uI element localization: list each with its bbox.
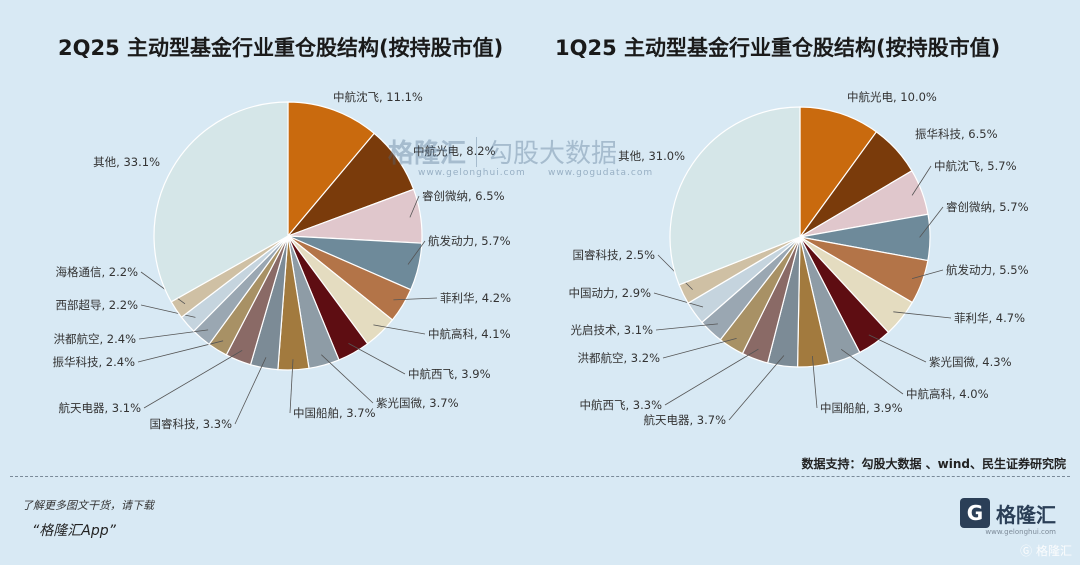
- pie2-slice-15: [669, 106, 801, 286]
- pie1-label-12: 洪都航空, 2.4%: [53, 332, 136, 346]
- watermark-url-gogudata: www.gogudata.com: [548, 168, 654, 178]
- watermark-url-gelonghui: www.gelonghui.com: [418, 168, 526, 178]
- pie1-label-15: 其他, 33.1%: [93, 155, 160, 169]
- pie1-leader-3: [407, 240, 426, 265]
- pie1-label-8: 中国船舶, 3.7%: [293, 406, 376, 420]
- pie2-label-12: 光启技术, 3.1%: [570, 323, 653, 337]
- pie1-label-5: 中航高科, 4.1%: [428, 327, 511, 341]
- pie1-slice-0: [287, 101, 376, 238]
- pie2-slice-0: [799, 106, 878, 239]
- pie1-label-13: 西部超导, 2.2%: [55, 298, 138, 312]
- pie1-leader-4: [393, 297, 438, 301]
- pie2-label-1: 振华科技, 6.5%: [915, 127, 998, 141]
- pie2-leader-5: [893, 311, 952, 319]
- pie1-leader-11: [137, 340, 224, 363]
- chart-title-2q25: 2Q25 主动型基金行业重仓股结构(按持股市值): [58, 36, 504, 60]
- pie1-label-6: 中航西飞, 3.9%: [408, 367, 491, 381]
- pie2-leader-8: [812, 355, 818, 409]
- pie1-label-9: 国睿科技, 3.3%: [149, 417, 232, 431]
- pie2-label-4: 航发动力, 5.5%: [946, 263, 1029, 277]
- brand-logo[interactable]: G 格隆汇: [960, 498, 1056, 528]
- watermark-separator: [476, 136, 478, 167]
- pie1-leader-7: [321, 354, 374, 404]
- pie1-leader-8: [289, 359, 294, 414]
- pie2-leader-4: [911, 269, 944, 279]
- divider: [10, 476, 1070, 477]
- pie1-label-1: 中航光电, 8.2%: [413, 144, 496, 158]
- pie2-label-15: 其他, 31.0%: [618, 149, 685, 163]
- pie2-leader-13: [653, 292, 704, 308]
- pie2-label-2: 中航沈飞, 5.7%: [934, 159, 1017, 173]
- pie2-label-9: 航天电器, 3.7%: [643, 413, 726, 427]
- pie1-leader-6: [348, 343, 406, 375]
- pie1-label-10: 航天电器, 3.1%: [58, 401, 141, 415]
- chart-title-1q25: 1Q25 主动型基金行业重仓股结构(按持股市值): [555, 36, 1001, 60]
- pie2-leader-3: [919, 206, 944, 238]
- corner-watermark: Ⓖ 格隆汇: [1020, 544, 1072, 558]
- logo-mark-icon: G: [960, 498, 990, 528]
- pie1-slice-15: [153, 101, 289, 303]
- pie2-label-14: 国睿科技, 2.5%: [572, 248, 655, 262]
- pie1-label-0: 中航沈飞, 11.1%: [333, 90, 423, 104]
- pie2-leader-9: [728, 355, 785, 421]
- watermark: 格隆汇 勾股大数据: [388, 133, 617, 170]
- pie1-label-7: 紫光国微, 3.7%: [376, 396, 459, 410]
- pie1-label-14: 海格通信, 2.2%: [55, 265, 138, 279]
- pie2-label-11: 洪都航空, 3.2%: [577, 351, 660, 365]
- pie2-leader-11: [662, 338, 737, 359]
- pie1-label-4: 菲利华, 4.2%: [440, 291, 511, 305]
- pie1-label-2: 睿创微纳, 6.5%: [422, 189, 505, 203]
- pie2-label-5: 菲利华, 4.7%: [954, 311, 1025, 325]
- pie2-leader-2: [911, 165, 932, 196]
- pie2-leader-10: [664, 348, 759, 406]
- pie2-label-8: 中国船舶, 3.9%: [820, 401, 903, 415]
- logo-name: 格隆汇: [996, 502, 1056, 527]
- pie2-leader-7: [840, 348, 904, 395]
- pie2-label-13: 中国动力, 2.9%: [568, 286, 651, 300]
- pie1-leader-5: [373, 324, 426, 335]
- pie2-label-7: 中航高科, 4.0%: [906, 387, 989, 401]
- pie1-leader-9: [234, 357, 267, 425]
- pie1-leader-12: [138, 329, 209, 340]
- pie1-label-11: 振华科技, 2.4%: [52, 355, 135, 369]
- pie1-leader-10: [143, 350, 243, 409]
- pie2-label-10: 中航西飞, 3.3%: [579, 398, 662, 412]
- watermark-gogu: 勾股大数据: [487, 139, 618, 169]
- pie2-label-3: 睿创微纳, 5.7%: [946, 200, 1029, 214]
- pie1-leader-13: [140, 304, 196, 318]
- footer-app-name: “格隆汇App”: [32, 523, 116, 539]
- logo-url: www.gelonghui.com: [985, 528, 1056, 536]
- pie2-label-0: 中航光电, 10.0%: [847, 90, 937, 104]
- pie2-leader-6: [868, 334, 927, 363]
- pie1-label-3: 航发动力, 5.7%: [428, 234, 511, 248]
- data-source: 数据支持：勾股大数据 、wind、民生证券研究院: [801, 457, 1066, 471]
- pie2-leader-12: [655, 323, 718, 331]
- pie2-label-6: 紫光国微, 4.3%: [929, 355, 1012, 369]
- watermark-logo: 格隆汇: [388, 139, 467, 169]
- pie1-leader-2: [409, 195, 420, 218]
- footer-note: 了解更多图文干货，请下载: [22, 499, 154, 512]
